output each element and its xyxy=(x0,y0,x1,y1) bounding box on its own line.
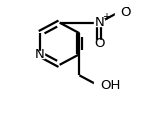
Text: O: O xyxy=(94,37,104,50)
Text: +: + xyxy=(102,12,110,22)
Text: O: O xyxy=(120,6,131,19)
Bar xyxy=(95,40,103,47)
Text: N: N xyxy=(35,48,45,61)
Text: -: - xyxy=(126,2,129,12)
Text: N: N xyxy=(94,16,104,29)
Bar xyxy=(94,19,104,26)
Bar xyxy=(115,8,123,16)
Bar xyxy=(94,82,104,90)
Bar xyxy=(35,51,44,58)
Text: OH: OH xyxy=(100,79,121,92)
